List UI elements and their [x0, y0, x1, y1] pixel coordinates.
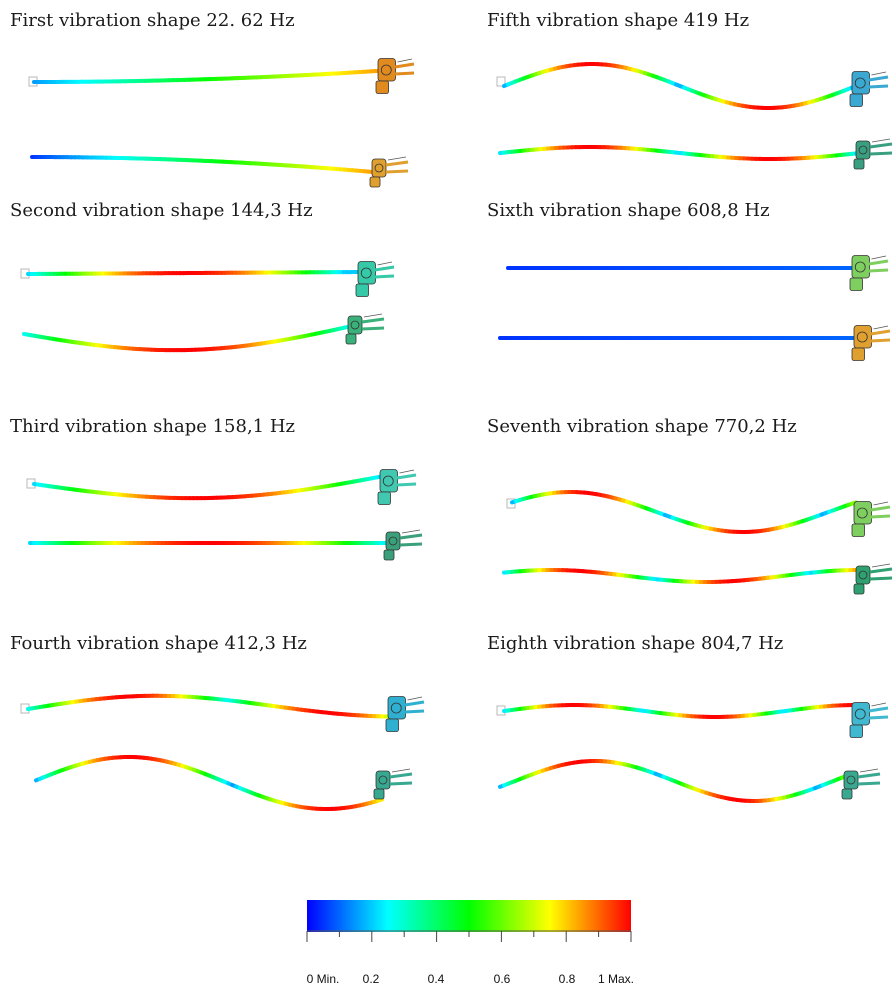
- title-third-shape: Third vibration shape 158,1 Hz: [10, 416, 296, 437]
- title-sixth-shape: Sixth vibration shape 608,8 Hz: [487, 200, 770, 221]
- title-second-shape: Second vibration shape 144,3 Hz: [10, 200, 313, 221]
- title-eighth-shape: Eighth vibration shape 804,7 Hz: [487, 633, 784, 654]
- beam-upper: [32, 474, 386, 501]
- beam-upper: [502, 62, 858, 110]
- title-seventh-shape: Seventh vibration shape 770,2 Hz: [487, 416, 797, 437]
- valve-assembly-icon: [375, 58, 415, 94]
- beam-upper: [32, 68, 394, 84]
- colorbar-ticks: [306, 930, 632, 942]
- beam-lower: [498, 759, 852, 803]
- valve-assembly-icon: [377, 469, 417, 505]
- valve-assembly-icon: [851, 325, 891, 361]
- valve-assembly-icon: [355, 261, 395, 297]
- fourth-shape-drawing: [20, 693, 425, 811]
- valve-assembly-icon: [851, 501, 891, 537]
- tick-label-0-2: 0.2: [362, 972, 380, 986]
- valve-assembly-icon: [345, 313, 385, 345]
- first-shape-drawing: [28, 58, 415, 188]
- beam-upper: [26, 270, 364, 276]
- beam-lower: [498, 145, 862, 161]
- second-shape-drawing: [20, 261, 395, 353]
- valve-assembly-icon: [373, 768, 413, 800]
- valve-assembly-icon: [853, 138, 893, 170]
- eighth-shape-drawing: [496, 702, 889, 803]
- title-fifth-shape: Fifth vibration shape 419 Hz: [487, 10, 750, 31]
- title-first-shape: First vibration shape 22. 62 Hz: [10, 10, 295, 31]
- beam-upper: [502, 703, 858, 719]
- title-fourth-shape: Fourth vibration shape 412,3 Hz: [10, 633, 307, 654]
- seventh-shape-drawing: [502, 490, 893, 595]
- tick-label-0-6: 0.6: [493, 972, 511, 986]
- tick-label-0-4: 0.4: [427, 972, 445, 986]
- valve-assembly-icon: [369, 156, 409, 188]
- beam-lower: [30, 155, 386, 175]
- valve-assembly-icon: [853, 563, 893, 595]
- valve-assembly-icon: [841, 768, 881, 800]
- beam-lower: [22, 324, 354, 353]
- fifth-shape-drawing: [496, 62, 893, 170]
- valve-assembly-icon: [849, 702, 889, 738]
- valve-assembly-icon: [849, 71, 889, 107]
- tick-label-0-8: 0.8: [558, 972, 576, 986]
- valve-assembly-icon: [849, 255, 889, 291]
- colorbar-gradient: [307, 900, 631, 932]
- valve-assembly-icon: [383, 529, 423, 561]
- third-shape-drawing: [26, 469, 423, 561]
- tick-label-min: 0 Min.: [306, 972, 340, 986]
- beam-lower: [34, 755, 384, 811]
- fixed-support-icon: [496, 76, 506, 87]
- valve-assembly-icon: [385, 696, 425, 732]
- beam-upper: [510, 490, 858, 534]
- beam-upper: [26, 693, 392, 719]
- beam-lower: [502, 568, 860, 584]
- sixth-shape-drawing: [498, 255, 891, 361]
- tick-label-max: 1 Max.: [597, 972, 635, 986]
